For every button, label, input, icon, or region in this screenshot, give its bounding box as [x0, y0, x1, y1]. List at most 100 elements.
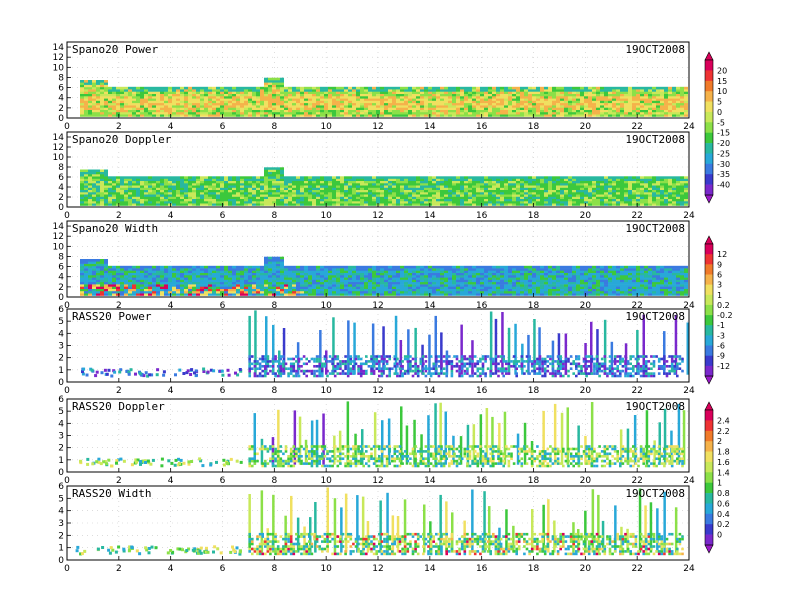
data-cell [536, 201, 540, 204]
data-cell [292, 178, 296, 181]
data-cell [588, 185, 592, 188]
data-cell [244, 93, 248, 97]
data-cell [636, 93, 640, 97]
data-cell [572, 105, 576, 108]
data-cell [428, 102, 432, 106]
data-cell [604, 86, 608, 90]
data-cell [84, 187, 88, 190]
data-cell [412, 93, 416, 97]
data-cell [444, 105, 448, 108]
data-cell [492, 189, 496, 193]
data-cell [656, 114, 660, 117]
data-cell [152, 86, 156, 90]
data-cell [468, 176, 472, 179]
data-cell [92, 174, 96, 177]
data-cell [128, 93, 132, 97]
data-cell [580, 100, 584, 104]
data-cell [156, 189, 160, 193]
data-cell [472, 96, 476, 99]
data-cell [600, 109, 604, 113]
data-cell [136, 89, 140, 92]
data-cell [256, 109, 260, 113]
data-cell [628, 196, 632, 199]
data-cell [480, 196, 484, 199]
data-cell [120, 86, 124, 90]
data-cell [352, 180, 356, 184]
data-cell [612, 183, 616, 186]
data-cell [660, 178, 664, 181]
data-cell [684, 109, 688, 113]
data-cell [428, 176, 432, 179]
data-cell [112, 270, 116, 273]
data-cell [556, 96, 560, 99]
data-cell [512, 91, 516, 94]
data-cell [684, 111, 688, 115]
data-cell [212, 293, 216, 296]
data-cell [552, 180, 556, 184]
data-cell [388, 86, 392, 90]
data-cell [208, 279, 212, 283]
data-cell [128, 284, 132, 287]
data-cell [136, 275, 140, 278]
data-cell [528, 96, 532, 99]
data-cell [484, 194, 488, 197]
data-cell [584, 98, 588, 101]
data-cell [488, 93, 492, 97]
data-cell [352, 185, 356, 188]
x-tick-label: 8 [271, 122, 277, 132]
data-cell [288, 290, 292, 294]
data-cell [492, 89, 496, 92]
data-cell [188, 91, 192, 94]
data-cell [184, 201, 188, 204]
data-cell [268, 293, 272, 296]
data-cell [172, 91, 176, 94]
data-cell [268, 96, 272, 99]
data-cell [352, 96, 356, 99]
data-cell [276, 89, 280, 92]
data-cell [520, 189, 524, 193]
data-cell [488, 109, 492, 113]
data-cell [108, 275, 112, 278]
data-cell [184, 111, 188, 115]
data-cell [488, 196, 492, 199]
data-cell [292, 91, 296, 94]
data-cell [96, 93, 100, 97]
data-cell [168, 198, 172, 202]
data-cell [472, 91, 476, 94]
data-cell [96, 111, 100, 115]
data-cell [520, 185, 524, 188]
data-cell [200, 270, 204, 273]
data-cell [528, 185, 532, 188]
data-cell [664, 111, 668, 115]
data-cell [220, 293, 224, 296]
data-cell [664, 180, 668, 184]
data-cell [620, 98, 624, 101]
data-cell [92, 84, 96, 88]
data-cell [144, 96, 148, 99]
data-cell [288, 89, 292, 92]
data-cell [636, 185, 640, 188]
data-cell [148, 265, 152, 269]
data-cell [620, 96, 624, 99]
data-cell [376, 185, 380, 188]
data-cell [192, 86, 196, 90]
data-cell [648, 86, 652, 90]
data-cell [628, 180, 632, 184]
data-cell [208, 281, 212, 285]
data-cell [396, 178, 400, 181]
data-cell [628, 93, 632, 97]
data-cell [352, 194, 356, 197]
data-cell [336, 198, 340, 202]
data-cell [304, 268, 308, 271]
data-cell [240, 109, 244, 113]
data-cell [588, 98, 592, 101]
data-cell [216, 265, 220, 269]
data-cell [368, 86, 372, 90]
data-cell [464, 187, 468, 190]
data-cell [408, 114, 412, 117]
data-cell [80, 89, 84, 92]
data-cell [676, 201, 680, 204]
data-cell [336, 189, 340, 193]
data-cell [644, 189, 648, 193]
data-cell [488, 100, 492, 104]
